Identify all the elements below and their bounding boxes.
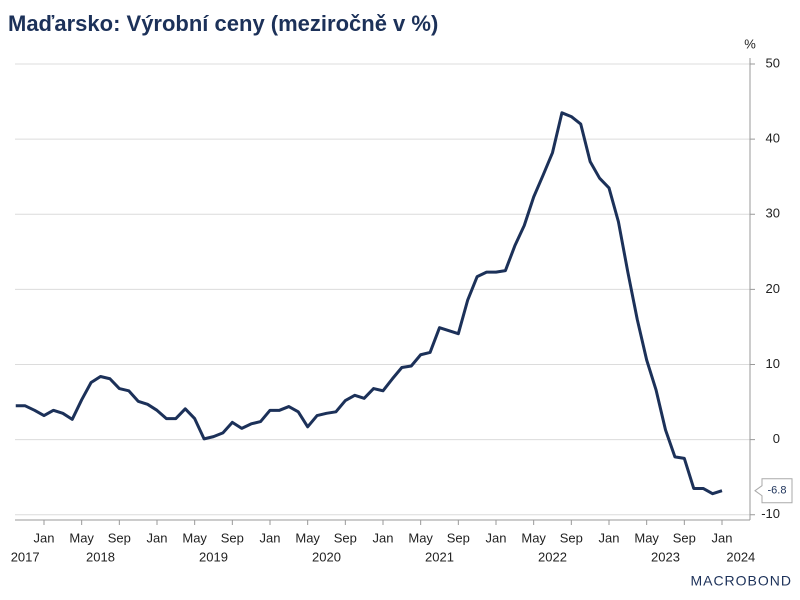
year-label: 2021 xyxy=(425,549,454,564)
x-tick-label: Jan xyxy=(486,530,507,545)
source-logo: MACROBOND xyxy=(690,573,792,589)
series-line xyxy=(15,111,723,496)
y-tick-label: 10 xyxy=(766,356,780,371)
y-tick-label: -10 xyxy=(761,506,780,521)
value-callout-box xyxy=(754,478,793,504)
x-tick-label: May xyxy=(521,530,546,545)
chart-title: Maďarsko: Výrobní ceny (meziročně v %) xyxy=(8,11,438,36)
year-label: 2017 xyxy=(11,549,40,564)
year-label: 2022 xyxy=(538,549,567,564)
y-tick-label: 0 xyxy=(773,431,780,446)
value-callout: -6.8 xyxy=(768,485,787,497)
x-tick-label: Jan xyxy=(373,530,394,545)
y-unit: % xyxy=(744,36,756,51)
y-tick-label: 20 xyxy=(766,281,780,296)
year-label: 2019 xyxy=(199,549,228,564)
x-tick-label: May xyxy=(634,530,659,545)
x-tick-label: Sep xyxy=(221,530,244,545)
x-tick-label: Jan xyxy=(147,530,168,545)
year-label: 2023 xyxy=(651,549,680,564)
x-tick-label: Sep xyxy=(334,530,357,545)
x-tick-label: Jan xyxy=(712,530,733,545)
x-tick-label: May xyxy=(69,530,94,545)
y-tick-label: 50 xyxy=(766,55,780,70)
x-tick-label: Sep xyxy=(673,530,696,545)
year-label: 2020 xyxy=(312,549,341,564)
x-tick-label: Sep xyxy=(108,530,131,545)
y-tick-label: 30 xyxy=(766,206,780,221)
x-tick-label: May xyxy=(182,530,207,545)
x-tick-label: May xyxy=(295,530,320,545)
x-tick-label: Sep xyxy=(447,530,470,545)
x-tick-label: Jan xyxy=(260,530,281,545)
x-tick-label: Jan xyxy=(599,530,620,545)
year-label: 2024 xyxy=(726,549,755,564)
y-tick-label: 40 xyxy=(766,131,780,146)
x-tick-label: Sep xyxy=(560,530,583,545)
year-label: 2018 xyxy=(86,549,115,564)
x-tick-label: May xyxy=(408,530,433,545)
x-tick-label: Jan xyxy=(34,530,55,545)
